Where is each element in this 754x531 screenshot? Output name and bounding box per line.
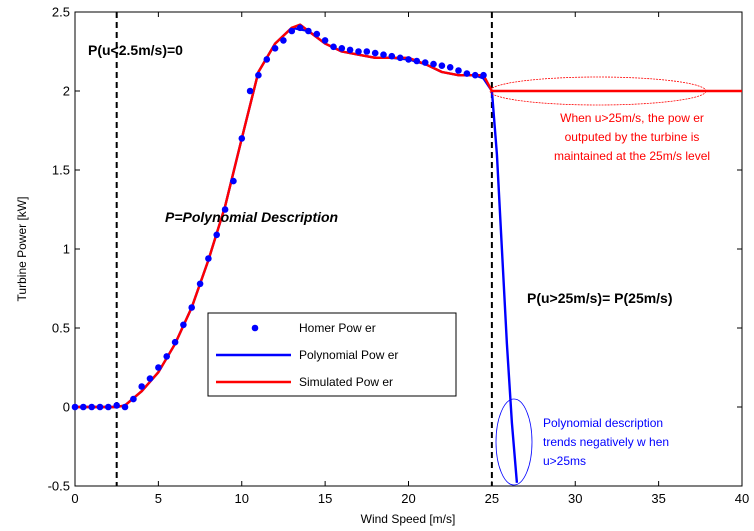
homer-power-point	[238, 135, 246, 142]
homer-power-point	[355, 48, 362, 55]
homer-power-point	[255, 71, 262, 79]
homer-power-point	[188, 304, 195, 311]
homer-power-point	[338, 45, 346, 52]
y-tick-label: 0	[63, 400, 70, 415]
x-tick-label: 25	[485, 491, 499, 506]
homer-power-point	[96, 403, 104, 411]
red-note-line-3: maintained at the 25m/s level	[554, 149, 710, 163]
homer-power-point	[463, 70, 471, 77]
homer-power-point	[221, 206, 229, 213]
legend: Homer Pow er Polynomial Pow er Simulated…	[207, 312, 457, 397]
y-axis-label: Turbine Power [kW]	[15, 197, 29, 302]
homer-power-point	[230, 177, 237, 185]
annotation-low-speed: P(u<2.5m/s)=0	[88, 42, 183, 58]
legend-label-homer: Homer Pow er	[299, 321, 376, 335]
homer-power-point	[88, 403, 95, 411]
homer-power-point	[288, 27, 296, 35]
red-highlight-ellipse	[489, 76, 707, 106]
homer-power-point	[388, 52, 396, 60]
homer-power-point	[163, 353, 170, 360]
y-tick-label: 1	[63, 242, 70, 257]
x-tick-label: 15	[318, 491, 332, 506]
blue-note-line-2: trends negatively w hen	[543, 435, 669, 449]
homer-power-point	[321, 37, 329, 44]
homer-power-point	[271, 45, 279, 52]
homer-power-point	[313, 30, 321, 38]
x-tick-label: 0	[71, 491, 78, 506]
homer-power-point	[396, 54, 404, 62]
homer-power-point	[346, 46, 354, 54]
x-tick-label: 5	[155, 491, 162, 506]
homer-power-point	[405, 56, 412, 63]
legend-label-simulated: Simulated Pow er	[299, 375, 393, 389]
series-layer	[71, 23, 742, 483]
homer-power-point	[296, 24, 304, 32]
homer-power-point	[421, 59, 429, 66]
homer-power-point	[146, 375, 154, 382]
y-tick-label: 2.5	[52, 5, 70, 20]
x-tick-label: 40	[735, 491, 749, 506]
homer-power-point	[113, 402, 120, 409]
homer-power-point	[171, 338, 179, 346]
homer-power-point	[263, 56, 271, 63]
y-tick-label: 1.5	[52, 163, 70, 178]
homer-power-point	[371, 49, 379, 57]
homer-power-point	[196, 280, 204, 288]
homer-power-point	[280, 37, 287, 44]
homer-power-point	[330, 43, 337, 51]
homer-power-point	[305, 27, 312, 35]
blue-note-line-1: Polynomial description	[543, 416, 663, 430]
red-note-line-2: outputed by the turbine is	[565, 130, 700, 144]
homer-power-point	[205, 255, 212, 262]
homer-power-point	[438, 62, 446, 69]
plot-area	[74, 11, 743, 487]
homer-power-point	[213, 231, 220, 239]
homer-power-point	[363, 48, 371, 55]
homer-power-point	[380, 51, 387, 58]
y-tick-label: 0.5	[52, 321, 70, 336]
homer-power-point	[446, 64, 454, 71]
blue-note-line-3: u>25ms	[543, 454, 586, 468]
x-tick-label: 35	[651, 491, 665, 506]
x-tick-label: 10	[235, 491, 249, 506]
annotation-high-speed: P(u>25m/s)= P(25m/s)	[527, 290, 673, 306]
homer-power-point	[130, 395, 137, 403]
homer-power-point	[430, 60, 437, 68]
annotation-polynomial: P=Polynomial Description	[165, 209, 338, 225]
x-tick-labels: 0 5 10 15 20 25 30 35 40	[71, 491, 749, 506]
homer-power-point	[246, 87, 254, 95]
homer-power-point	[71, 403, 79, 411]
homer-power-point	[455, 67, 462, 74]
legend-label-polynomial: Polynomial Pow er	[299, 348, 398, 362]
legend-marker-homer	[251, 324, 259, 332]
x-axis-label: Wind Speed [m/s]	[361, 512, 456, 526]
homer-power-point	[471, 71, 479, 79]
y-tick-label: 2	[63, 84, 70, 99]
homer-power-point	[138, 383, 145, 390]
homer-power-point	[155, 364, 162, 371]
homer-power-point	[480, 71, 487, 79]
homer-power-point	[121, 403, 129, 411]
x-tick-label: 30	[568, 491, 582, 506]
y-tick-labels: -0.5 0 0.5 1 1.5 2 2.5	[48, 5, 70, 494]
homer-power-point	[105, 403, 112, 411]
x-tick-label: 20	[401, 491, 415, 506]
homer-power-point	[80, 403, 87, 411]
homer-power-point	[413, 57, 421, 65]
homer-power-point	[180, 321, 187, 329]
red-note-line-1: When u>25m/s, the pow er	[560, 111, 704, 125]
y-tick-label: -0.5	[48, 479, 70, 494]
blue-highlight-ellipse	[495, 398, 533, 486]
